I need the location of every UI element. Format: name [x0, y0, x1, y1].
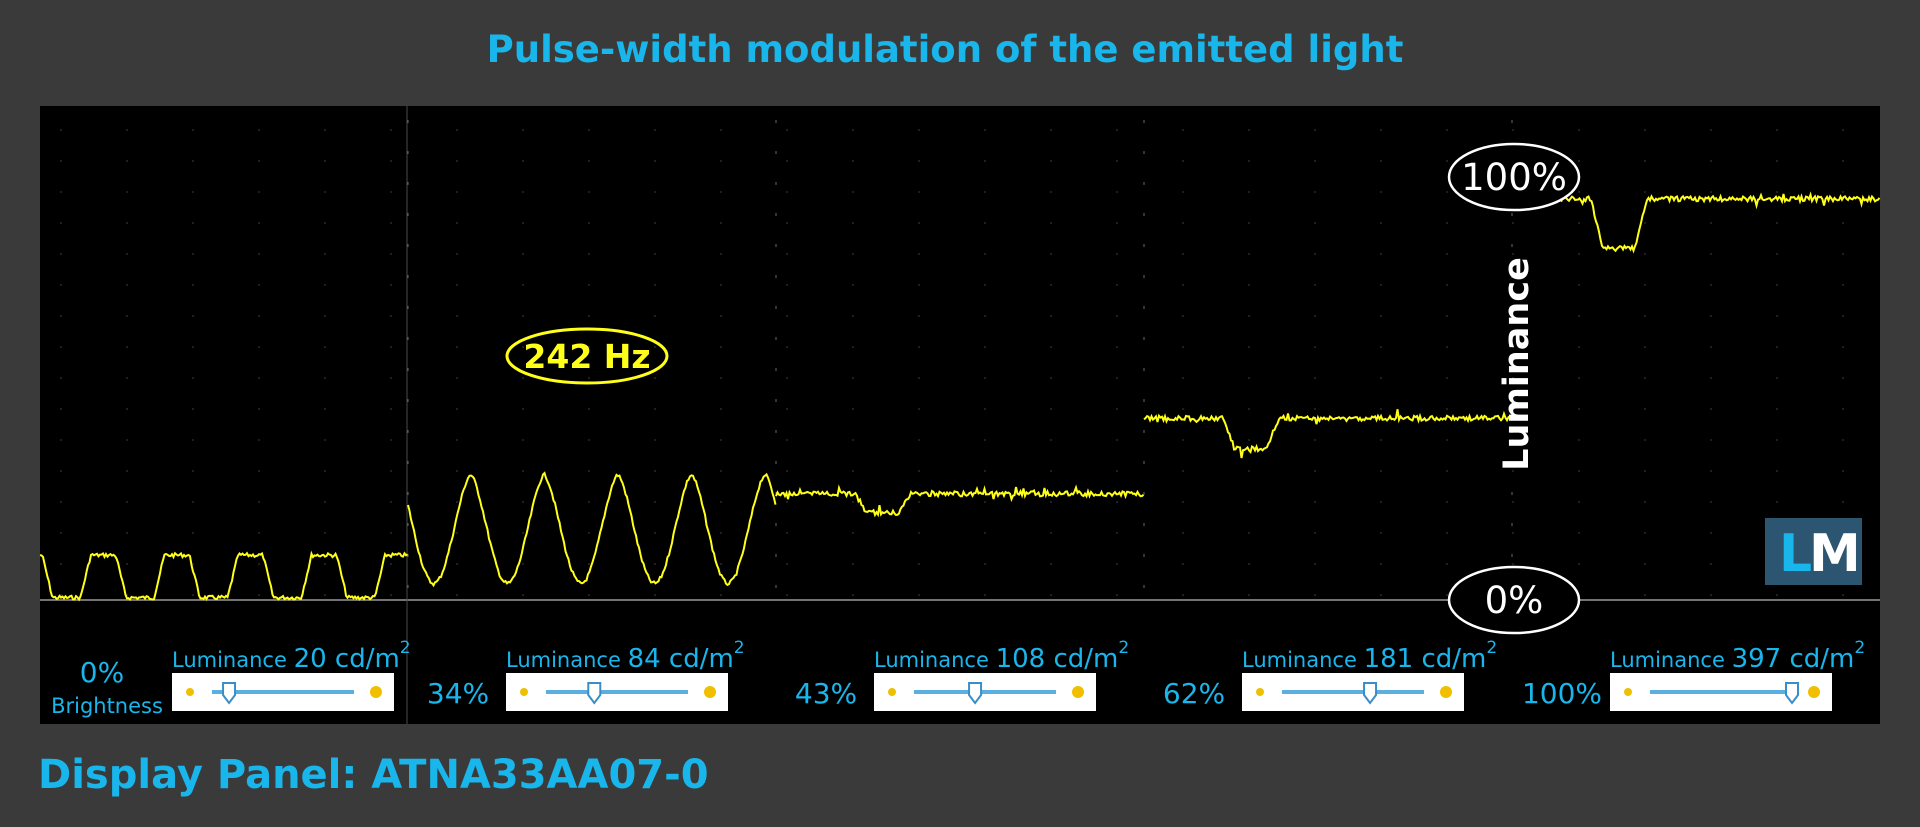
brightness-panel-1: 0% Brightness Luminance 20 cd/m2: [51, 638, 411, 718]
chart-title: Pulse-width modulation of the emitted li…: [486, 28, 1404, 71]
sun-large-icon: [1808, 686, 1820, 698]
slider-thumb: [587, 682, 602, 705]
frequency-label: 242 Hz: [523, 337, 650, 376]
brightness-labels: 0% Brightness Luminance 20 cd/m2 34% Luminan…: [51, 638, 1865, 718]
sun-small-icon: [1256, 688, 1264, 696]
frequency-annotation: 242 Hz: [505, 327, 669, 385]
brightness-panel-3: 43% Luminance 108 cd/m2: [795, 638, 1129, 711]
y-top-annotation: 100%: [1447, 142, 1581, 212]
brightness-value: 43%: [795, 677, 857, 710]
sun-large-icon: [370, 686, 382, 698]
frequency-ellipse: [505, 327, 669, 385]
slider-thumb: [222, 682, 237, 705]
luminance-label: Luminance 84 cd/m2: [506, 638, 745, 674]
sun-small-icon: [1624, 688, 1632, 696]
y-bottom-annotation: 0%: [1447, 565, 1581, 635]
y-axis-title: Luminance: [1497, 257, 1537, 471]
brightness-panel-5: 100%Luminance 397 cd/m2: [1522, 638, 1865, 711]
y-bottom-ellipse: [1447, 565, 1581, 635]
sun-small-icon: [520, 688, 528, 696]
sun-large-icon: [1072, 686, 1084, 698]
luminance-label: Luminance 20 cd/m2: [172, 638, 411, 674]
slider-thumb: [968, 682, 983, 705]
logo-box: [1765, 518, 1862, 585]
display-panel-label: Display Panel: ATNA33AA07-0: [38, 752, 709, 798]
y-bottom-label: 0%: [1485, 579, 1544, 622]
brightness-panel-4: 62% Luminance 181 cd/m2: [1163, 638, 1497, 711]
sun-large-icon: [1440, 686, 1452, 698]
y-top-label: 100%: [1461, 156, 1567, 199]
signal-trace-3: [775, 484, 1145, 518]
signal-trace-2: [407, 471, 777, 588]
signal-trace-1: [39, 550, 409, 602]
logo-letter-l: L: [1779, 524, 1812, 584]
brightness-panel-2: 34% Luminance 84 cd/m2: [427, 638, 745, 711]
traces: [39, 190, 1881, 602]
plot-area: [40, 106, 1880, 724]
brightness-caption: Brightness: [51, 694, 163, 718]
luminance-label: Luminance 181 cd/m2: [1242, 638, 1497, 674]
brightness-value: 0%: [80, 656, 124, 689]
brightness-value: 62%: [1163, 677, 1225, 710]
sun-small-icon: [888, 688, 896, 696]
logo-letter-m: M: [1809, 524, 1861, 584]
sun-large-icon: [704, 686, 716, 698]
signal-trace-4: [1143, 409, 1513, 459]
brightness-value: 100%: [1522, 677, 1602, 710]
brightness-value: 34%: [427, 677, 489, 710]
slider-thumb: [1785, 682, 1799, 705]
y-top-ellipse: [1447, 142, 1581, 212]
sun-small-icon: [186, 688, 194, 696]
luminance-label: Luminance 108 cd/m2: [874, 638, 1129, 674]
signal-trace-5: [1511, 190, 1881, 254]
lm-logo: L M: [1765, 518, 1862, 585]
slider-thumb: [1363, 682, 1378, 705]
luminance-label: Luminance 397 cd/m2: [1610, 638, 1865, 674]
